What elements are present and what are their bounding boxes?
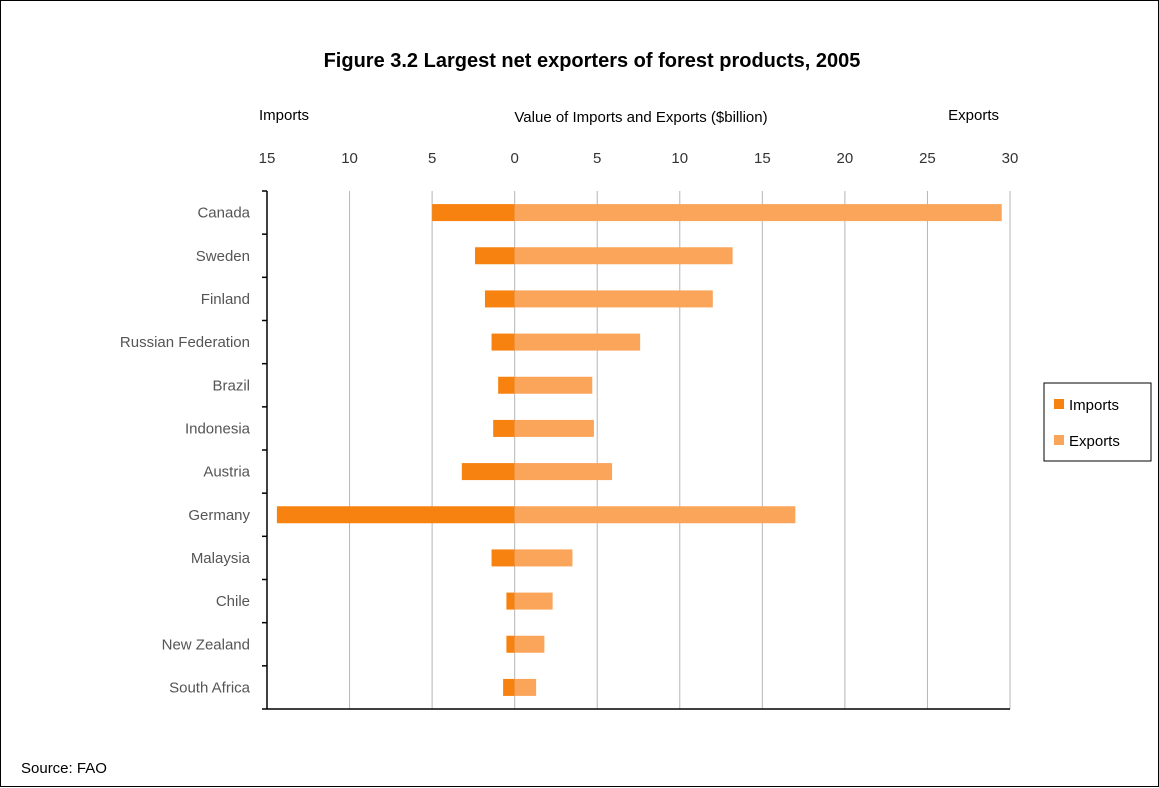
category-label: Austria — [203, 464, 250, 481]
x-tick-label: 5 — [593, 150, 601, 167]
legend-box — [1043, 382, 1152, 462]
bar-imports — [498, 376, 515, 394]
x-tick-labels: 15 10 5 0 5 10 15 20 25 30 — [259, 150, 1019, 167]
bar-imports — [491, 549, 515, 567]
bar-imports — [491, 333, 515, 351]
bar-imports — [461, 463, 515, 481]
category-label: Brazil — [212, 377, 250, 394]
legend: Imports Exports — [1043, 382, 1152, 462]
x-tick-label: 15 — [259, 150, 276, 167]
exports-header: Exports — [948, 107, 999, 124]
bar-exports — [514, 204, 1002, 222]
bar-exports — [514, 290, 713, 308]
bar-exports — [514, 549, 573, 567]
category-label: Russian Federation — [120, 334, 250, 351]
gridlines — [349, 191, 1011, 709]
bar-exports — [514, 376, 593, 394]
category-label: Finland — [201, 291, 250, 308]
bar-exports — [514, 247, 733, 265]
bar-imports — [506, 635, 515, 653]
bar-imports — [484, 290, 515, 308]
bar-exports — [514, 506, 796, 524]
bar-exports — [514, 333, 641, 351]
bar-exports — [514, 635, 545, 653]
bar-exports — [514, 592, 553, 610]
x-tick-label: 20 — [837, 150, 854, 167]
category-label: Germany — [188, 507, 250, 524]
legend-label-exports: Exports — [1069, 433, 1120, 450]
x-tick-label: 0 — [510, 150, 518, 167]
bar-imports — [493, 419, 515, 437]
bar-imports — [506, 592, 515, 610]
bars — [276, 204, 1002, 696]
bar-imports — [503, 678, 515, 696]
category-label: Chile — [216, 593, 250, 610]
category-label: Canada — [197, 205, 250, 222]
bar-exports — [514, 419, 594, 437]
bar-imports — [276, 506, 515, 524]
x-axis-label: Value of Imports and Exports ($billion) — [514, 109, 767, 126]
category-label: New Zealand — [162, 636, 250, 653]
source-note: Source: FAO — [21, 760, 107, 777]
bar-exports — [514, 678, 537, 696]
bar-imports — [432, 204, 515, 222]
category-labels: Canada Sweden Finland Russian Federation Bra… — [120, 205, 251, 697]
category-label: Malaysia — [191, 550, 251, 567]
x-tick-label: 15 — [754, 150, 771, 167]
bar-imports — [475, 247, 515, 265]
x-tick-label: 10 — [341, 150, 358, 167]
x-tick-label: 5 — [428, 150, 436, 167]
bar-exports — [514, 463, 613, 481]
category-label: Indonesia — [185, 420, 251, 437]
axes — [262, 190, 1010, 710]
x-tick-label: 30 — [1002, 150, 1019, 167]
legend-label-imports: Imports — [1069, 397, 1119, 414]
x-tick-label: 25 — [919, 150, 936, 167]
category-label: South Africa — [169, 679, 251, 696]
chart-title: Figure 3.2 Largest net exporters of fore… — [324, 50, 861, 72]
legend-swatch-imports — [1054, 399, 1064, 409]
x-tick-label: 10 — [671, 150, 688, 167]
imports-header: Imports — [259, 107, 309, 124]
category-label: Sweden — [196, 248, 250, 265]
legend-swatch-exports — [1054, 435, 1064, 445]
